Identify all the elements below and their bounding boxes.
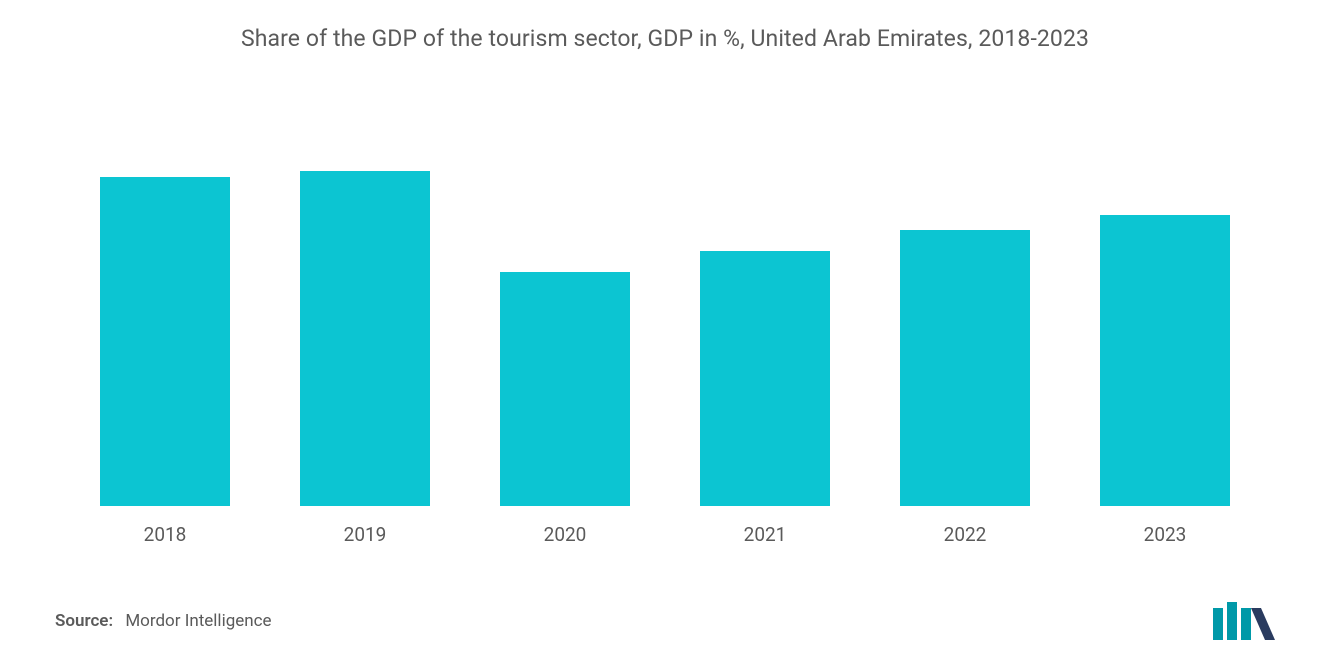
bar [700,251,830,506]
plot-area: 201820192020202120222023 [55,142,1275,546]
bar [900,230,1030,506]
source-line: Source: Mordor Intelligence [55,611,272,631]
x-label: 2022 [865,523,1065,546]
bar [500,272,630,506]
x-axis-labels: 201820192020202120222023 [55,523,1275,546]
x-label: 2018 [65,523,265,546]
chart-footer: Source: Mordor Intelligence [55,602,1275,640]
source-label: Source: [55,611,113,631]
bar-slot [265,142,465,506]
x-label: 2019 [265,523,465,546]
bar-slot [665,142,865,506]
chart-title: Share of the GDP of the tourism sector, … [55,25,1275,52]
source-value: Mordor Intelligence [125,611,271,631]
chart-container: Share of the GDP of the tourism sector, … [0,0,1320,665]
bars-row [55,142,1275,507]
x-label: 2021 [665,523,865,546]
bar [100,177,230,506]
mordor-logo-icon [1213,602,1275,640]
bar-slot [465,142,665,506]
bar-slot [865,142,1065,506]
bar-slot [65,142,265,506]
bar-slot [1065,142,1265,506]
x-label: 2023 [1065,523,1265,546]
bar [1100,215,1230,506]
bar [300,171,430,506]
x-label: 2020 [465,523,665,546]
